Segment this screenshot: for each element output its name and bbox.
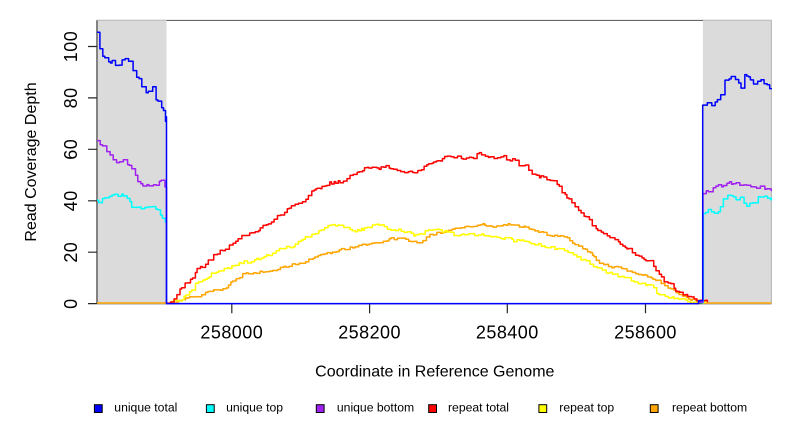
svg-text:40: 40 <box>61 190 81 211</box>
svg-text:repeat total: repeat total <box>448 401 509 415</box>
svg-text:unique bottom: unique bottom <box>337 401 414 415</box>
svg-text:0: 0 <box>61 298 81 308</box>
svg-text:20: 20 <box>61 242 81 263</box>
svg-text:repeat bottom: repeat bottom <box>672 401 747 415</box>
svg-text:258200: 258200 <box>338 323 401 343</box>
svg-text:80: 80 <box>61 87 81 108</box>
svg-text:Coordinate in Reference Genome: Coordinate in Reference Genome <box>315 363 554 380</box>
svg-text:unique total: unique total <box>114 401 177 415</box>
svg-text:repeat top: repeat top <box>559 401 614 415</box>
svg-text:258600: 258600 <box>614 323 677 343</box>
svg-text:100: 100 <box>61 31 81 62</box>
svg-text:unique top: unique top <box>226 401 283 415</box>
svg-text:258400: 258400 <box>476 323 539 343</box>
svg-text:Read Coverage Depth: Read Coverage Depth <box>23 82 40 241</box>
svg-text:60: 60 <box>61 139 81 160</box>
svg-text:258000: 258000 <box>200 323 263 343</box>
